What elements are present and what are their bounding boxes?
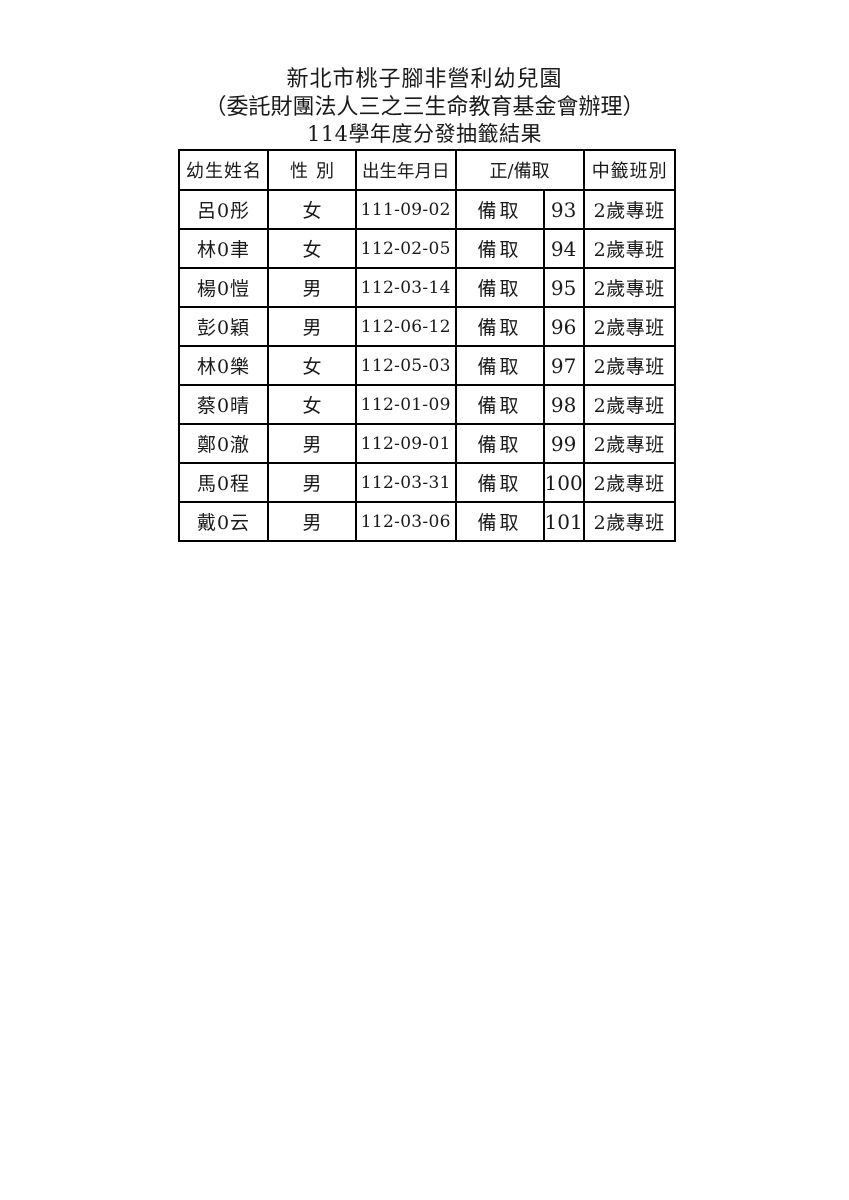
table-row: 戴0云 男 112-03-06 備取 101 2歲專班: [178, 501, 676, 542]
waitlist-number-cell: 98: [542, 384, 585, 425]
admission-status-cell: 備取: [454, 423, 545, 464]
entrusted-organization-note: （委託財團法人三之三生命教育基金會辦理）: [204, 95, 645, 120]
class-cell: 2歲專班: [582, 501, 676, 542]
admission-status-cell: 備取: [454, 345, 545, 386]
class-cell: 2歲專班: [582, 345, 676, 386]
gender-cell: 男: [267, 306, 357, 347]
birthdate-cell: 112-03-06: [355, 501, 457, 542]
birthdate-cell: 112-06-12: [355, 306, 457, 347]
table-row: 馬0程 男 112-03-31 備取 100 2歲專班: [178, 462, 676, 503]
birthdate-cell: 112-01-09: [355, 384, 457, 425]
class-cell: 2歲專班: [582, 306, 676, 347]
table-row: 鄭0澈 男 112-09-01 備取 99 2歲專班: [178, 423, 676, 464]
table-header-row: 幼生姓名 性別 出生年月日 正/備取 中籤班別: [178, 149, 676, 191]
admission-status-cell: 備取: [454, 501, 545, 542]
birthdate-cell: 112-03-31: [355, 462, 457, 503]
birthdate-cell: 111-09-02: [355, 189, 457, 230]
waitlist-number-cell: 99: [542, 423, 585, 464]
student-name-cell: 呂0彤: [178, 189, 269, 230]
class-cell: 2歲專班: [582, 189, 676, 230]
admission-status-cell: 備取: [454, 189, 545, 230]
col-header-student-name: 幼生姓名: [178, 149, 269, 191]
admission-status-cell: 備取: [454, 267, 545, 308]
waitlist-number-cell: 96: [542, 306, 585, 347]
gender-cell: 女: [267, 228, 357, 269]
gender-cell: 男: [267, 462, 357, 503]
col-header-admission-status: 正/備取: [454, 149, 585, 191]
col-header-birthdate: 出生年月日: [355, 149, 457, 191]
table-row: 呂0彤 女 111-09-02 備取 93 2歲專班: [178, 189, 676, 230]
gender-cell: 男: [267, 423, 357, 464]
waitlist-number-cell: 97: [542, 345, 585, 386]
waitlist-number-cell: 93: [542, 189, 585, 230]
gender-cell: 女: [267, 189, 357, 230]
birthdate-cell: 112-03-14: [355, 267, 457, 308]
student-name-cell: 馬0程: [178, 462, 269, 503]
birthdate-cell: 112-05-03: [355, 345, 457, 386]
waitlist-number-cell: 95: [542, 267, 585, 308]
student-name-cell: 楊0愷: [178, 267, 269, 308]
student-name-cell: 林0聿: [178, 228, 269, 269]
waitlist-number-cell: 101: [542, 501, 585, 542]
admission-status-cell: 備取: [454, 384, 545, 425]
admission-status-cell: 備取: [454, 306, 545, 347]
waitlist-number-cell: 100: [542, 462, 585, 503]
birthdate-cell: 112-02-05: [355, 228, 457, 269]
gender-cell: 女: [267, 384, 357, 425]
gender-cell: 男: [267, 267, 357, 308]
class-cell: 2歲專班: [582, 462, 676, 503]
birthdate-cell: 112-09-01: [355, 423, 457, 464]
student-name-cell: 彭0穎: [178, 306, 269, 347]
table-row: 楊0愷 男 112-03-14 備取 95 2歲專班: [178, 267, 676, 308]
class-cell: 2歲專班: [582, 384, 676, 425]
class-cell: 2歲專班: [582, 228, 676, 269]
admission-status-cell: 備取: [454, 462, 545, 503]
class-cell: 2歲專班: [582, 267, 676, 308]
admission-status-cell: 備取: [454, 228, 545, 269]
table-row: 蔡0晴 女 112-01-09 備取 98 2歲專班: [178, 384, 676, 425]
class-cell: 2歲專班: [582, 423, 676, 464]
school-name: 新北市桃子腳非營利幼兒園: [286, 67, 563, 92]
col-header-class: 中籤班別: [582, 149, 676, 191]
gender-cell: 男: [267, 501, 357, 542]
table-row: 林0聿 女 112-02-05 備取 94 2歲專班: [178, 228, 676, 269]
table-row: 彭0穎 男 112-06-12 備取 96 2歲專班: [178, 306, 676, 347]
lottery-result-table: 幼生姓名 性別 出生年月日 正/備取 中籤班別 呂0彤 女 111-09-02 …: [178, 149, 676, 542]
student-name-cell: 林0樂: [178, 345, 269, 386]
student-name-cell: 蔡0晴: [178, 384, 269, 425]
waitlist-number-cell: 94: [542, 228, 585, 269]
page-title: 114學年度分發抽籤結果: [306, 122, 543, 146]
table-row: 林0樂 女 112-05-03 備取 97 2歲專班: [178, 345, 676, 386]
gender-cell: 女: [267, 345, 357, 386]
student-name-cell: 戴0云: [178, 501, 269, 542]
document-header: 新北市桃子腳非營利幼兒園 （委託財團法人三之三生命教育基金會辦理） 114學年度…: [0, 66, 849, 147]
col-header-gender: 性別: [267, 149, 357, 191]
student-name-cell: 鄭0澈: [178, 423, 269, 464]
